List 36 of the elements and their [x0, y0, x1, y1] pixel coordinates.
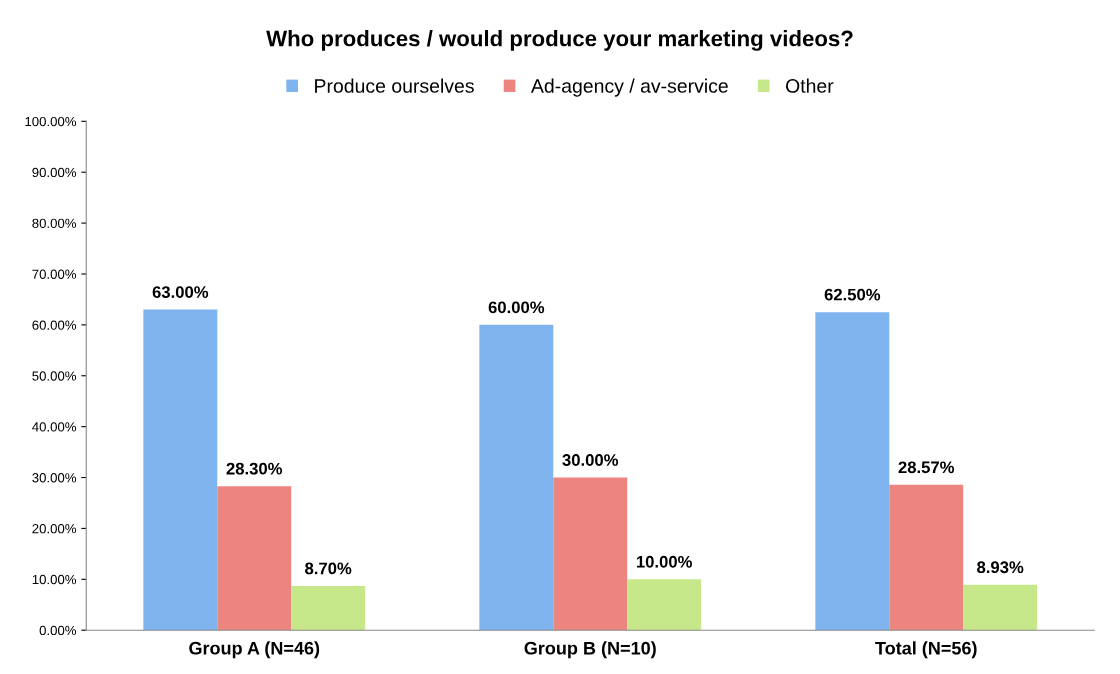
x-tick-label: Total (N=56): [875, 641, 977, 659]
bar: [479, 324, 554, 631]
data-label: 63.00%: [152, 286, 209, 298]
y-tick-label: 50.00%: [32, 371, 77, 381]
legend-label: Produce ourselves: [315, 78, 474, 93]
bar: [963, 584, 1038, 631]
data-label: 30.00%: [562, 454, 619, 466]
data-label: 62.50%: [824, 288, 881, 301]
data-label: 28.30%: [226, 462, 283, 475]
y-tick-label: 40.00%: [32, 422, 77, 432]
chart-title: Who produces / would produce your marketing videos?: [266, 30, 853, 51]
y-tick-label: 80.00%: [32, 218, 77, 228]
y-tick-label: 90.00%: [32, 167, 77, 178]
x-tick-label: Group A (N=46): [189, 641, 320, 659]
bar: [217, 486, 292, 631]
legend-label: Other: [786, 78, 834, 93]
data-label: 28.57%: [898, 461, 955, 474]
bar: [553, 477, 628, 631]
data-label: 8.93%: [977, 561, 1024, 574]
bar: [815, 312, 890, 631]
bar: [627, 579, 702, 631]
y-tick-label: 10.00%: [32, 574, 77, 585]
data-label: 8.70%: [305, 562, 352, 575]
y-tick-label: 70.00%: [32, 269, 77, 279]
y-tick-label: 100.00%: [25, 116, 77, 127]
legend-label: Ad-agency / av-service: [530, 78, 728, 97]
x-tick-label: Group B (N=10): [524, 641, 656, 659]
bar: [291, 585, 366, 631]
bar: [889, 484, 964, 631]
y-tick-label: 0.00%: [39, 625, 77, 636]
y-tick-label: 60.00%: [32, 320, 77, 330]
y-tick-label: 30.00%: [32, 473, 77, 483]
bar: [143, 309, 218, 631]
data-label: 10.00%: [636, 555, 692, 568]
y-tick-label: 20.00%: [32, 523, 77, 534]
data-label: 60.00%: [488, 301, 545, 314]
